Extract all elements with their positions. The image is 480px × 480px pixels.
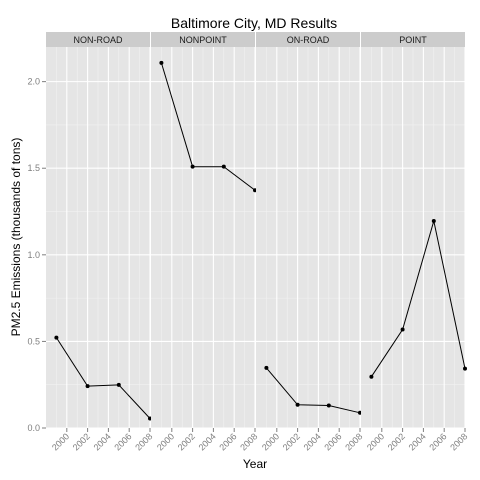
x-tick-label: 2004 bbox=[197, 431, 218, 452]
data-point bbox=[85, 384, 90, 389]
x-tick-label: 2004 bbox=[302, 431, 323, 452]
y-tick-label: 1.0 bbox=[27, 250, 40, 260]
facet-strip-label: POINT bbox=[399, 35, 427, 45]
series-line bbox=[160, 62, 256, 191]
facet-strip bbox=[256, 32, 360, 47]
facet-strip-label: NONPOINT bbox=[179, 35, 227, 45]
y-axis-title: PM2.5 Emissions (thousands of tons) bbox=[9, 138, 23, 337]
data-point bbox=[159, 60, 164, 65]
facet-panel: ON-ROAD 2000 2002 2004 2006 2008 bbox=[256, 32, 364, 453]
series-line bbox=[266, 367, 361, 414]
x-tick-label: 2002 bbox=[176, 431, 197, 452]
facet-panel: POINT 2000 2002 2004 2006 2008 bbox=[361, 32, 469, 453]
data-point bbox=[400, 327, 405, 332]
data-point bbox=[463, 366, 467, 371]
data-point bbox=[54, 335, 59, 340]
data-point bbox=[369, 374, 374, 379]
y-tick-label: 2.0 bbox=[27, 77, 40, 87]
series-line bbox=[370, 220, 466, 377]
facet-strip bbox=[151, 32, 255, 47]
x-tick-label: 2006 bbox=[427, 431, 448, 452]
x-tick-label: 2006 bbox=[322, 431, 343, 452]
y-tick-label: 1.5 bbox=[27, 163, 40, 173]
x-tick-label: 2004 bbox=[407, 431, 428, 452]
x-tick-label: 2002 bbox=[386, 431, 407, 452]
x-tick-label: 2006 bbox=[112, 431, 133, 452]
series-line bbox=[55, 337, 151, 419]
x-tick-label: 2000 bbox=[50, 431, 71, 452]
data-point bbox=[116, 382, 121, 387]
chart-title: Baltimore City, MD Results bbox=[171, 15, 337, 31]
x-tick-label: 2000 bbox=[365, 431, 386, 452]
facet-panel: NON-ROAD 2000 2002 2004 2006 2008 bbox=[46, 32, 154, 453]
facet-strip-label: ON-ROAD bbox=[287, 35, 330, 45]
facet-strip bbox=[361, 32, 465, 47]
x-tick-label: 2008 bbox=[238, 431, 259, 452]
x-tick-label: 2008 bbox=[133, 431, 154, 452]
data-point bbox=[326, 403, 331, 408]
facet-panel: NONPOINT 2000 2002 2004 2006 2008 bbox=[151, 32, 259, 453]
facet-strip bbox=[46, 32, 150, 47]
x-tick-label: 2004 bbox=[92, 431, 113, 452]
data-point bbox=[264, 365, 269, 370]
facet-strip-label: NON-ROAD bbox=[74, 35, 123, 45]
y-tick-label: 0.5 bbox=[27, 336, 40, 346]
data-point bbox=[431, 219, 436, 224]
data-point bbox=[190, 164, 195, 169]
x-tick-label: 2002 bbox=[71, 431, 92, 452]
x-tick-label: 2008 bbox=[343, 431, 364, 452]
data-point bbox=[221, 164, 226, 169]
x-tick-label: 2002 bbox=[281, 431, 302, 452]
x-tick-label: 2008 bbox=[448, 431, 469, 452]
data-point bbox=[295, 402, 300, 407]
y-tick-label: 0.0 bbox=[27, 423, 40, 433]
x-tick-label: 2000 bbox=[155, 431, 176, 452]
x-tick-label: 2000 bbox=[260, 431, 281, 452]
y-axis: 0.0 0.5 1.0 1.5 2.0 bbox=[27, 77, 46, 433]
x-tick-label: 2006 bbox=[217, 431, 238, 452]
x-axis-title: Year bbox=[243, 457, 267, 471]
